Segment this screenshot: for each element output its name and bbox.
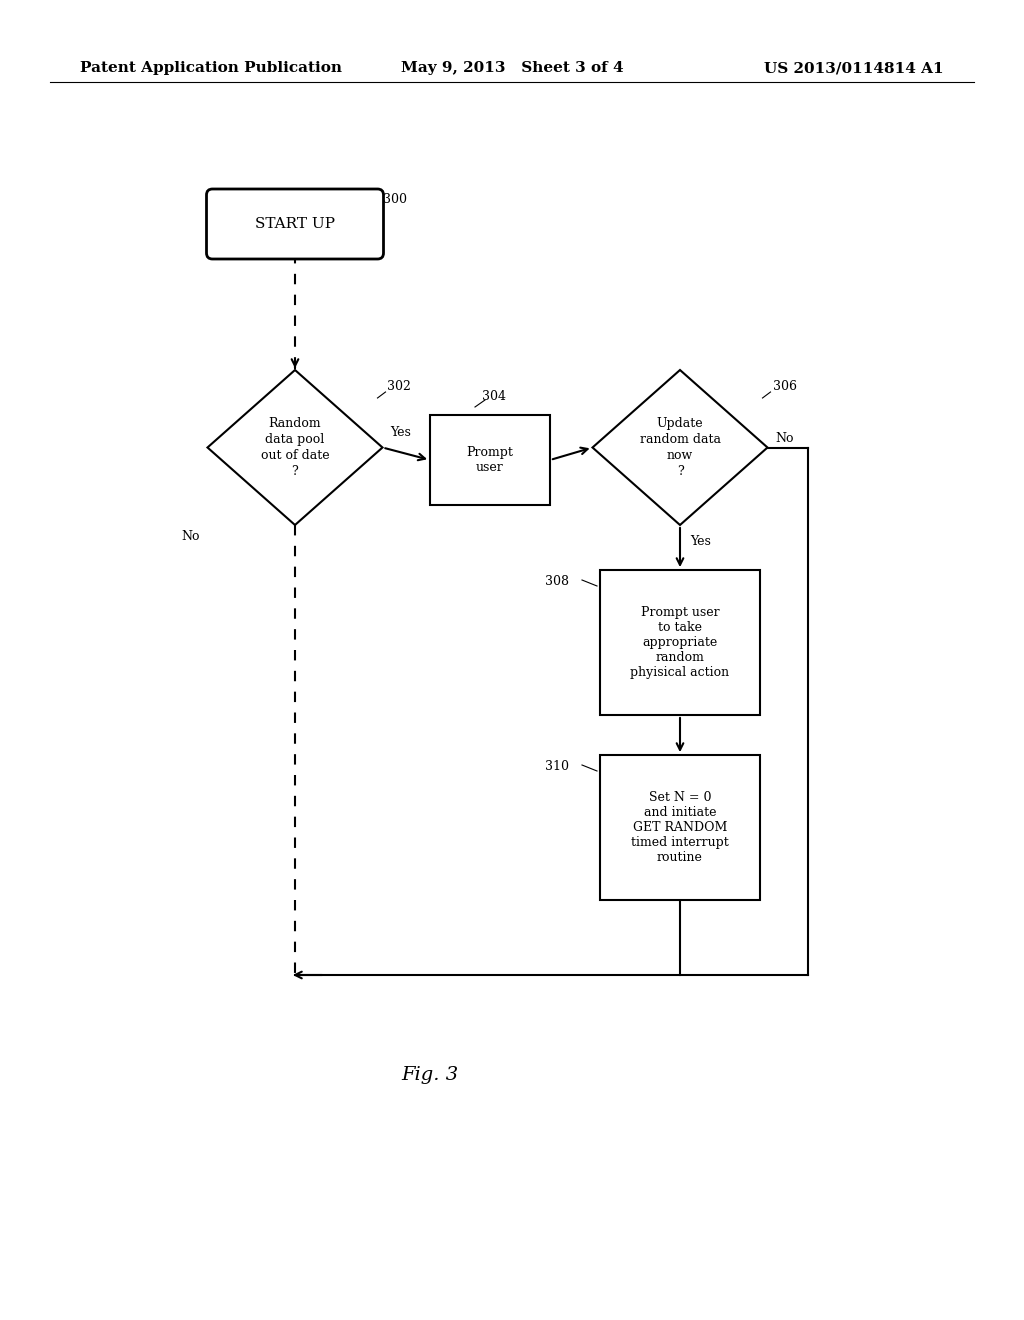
Text: US 2013/0114814 A1: US 2013/0114814 A1 xyxy=(764,61,944,75)
Text: May 9, 2013   Sheet 3 of 4: May 9, 2013 Sheet 3 of 4 xyxy=(400,61,624,75)
Text: 308: 308 xyxy=(545,576,569,587)
Text: Set N = 0
and initiate
GET RANDOM
timed interrupt
routine: Set N = 0 and initiate GET RANDOM timed … xyxy=(631,791,729,865)
Text: Yes: Yes xyxy=(690,535,711,548)
Text: 310: 310 xyxy=(545,760,569,774)
Text: 306: 306 xyxy=(772,380,797,393)
Text: Fig. 3: Fig. 3 xyxy=(401,1067,459,1084)
Text: No: No xyxy=(181,531,200,543)
Text: No: No xyxy=(775,433,794,446)
Text: 302: 302 xyxy=(387,380,412,393)
Bar xyxy=(600,570,760,715)
FancyBboxPatch shape xyxy=(207,189,384,259)
Text: Update
random data
now
?: Update random data now ? xyxy=(640,417,721,478)
Text: 304: 304 xyxy=(482,389,506,403)
Text: Yes: Yes xyxy=(390,425,412,438)
Polygon shape xyxy=(208,370,383,525)
Text: Prompt
user: Prompt user xyxy=(467,446,513,474)
Bar xyxy=(430,414,550,506)
Text: Random
data pool
out of date
?: Random data pool out of date ? xyxy=(261,417,330,478)
Bar xyxy=(600,755,760,900)
Polygon shape xyxy=(593,370,768,525)
Text: Patent Application Publication: Patent Application Publication xyxy=(80,61,342,75)
Text: Prompt user
to take
appropriate
random
phyisical action: Prompt user to take appropriate random p… xyxy=(631,606,729,678)
Text: START UP: START UP xyxy=(255,216,335,231)
Text: 300: 300 xyxy=(383,193,407,206)
